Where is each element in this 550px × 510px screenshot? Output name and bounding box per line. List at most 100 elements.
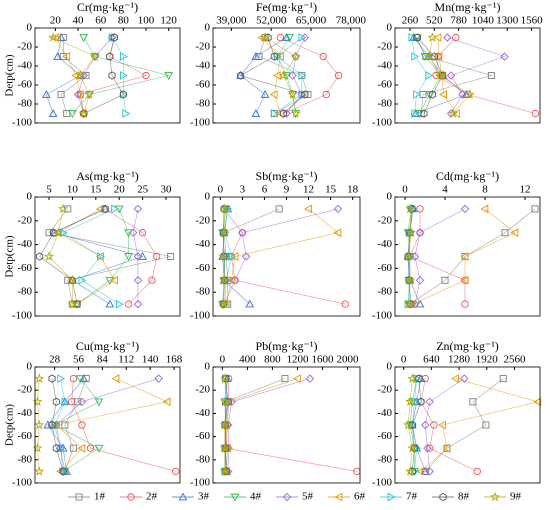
x-tick-label: 400 [239, 354, 256, 366]
marker [417, 397, 425, 406]
x-tick-label: 15 [325, 184, 337, 196]
series-line [223, 208, 339, 305]
marker [269, 90, 278, 99]
marker [438, 420, 446, 430]
series-line [224, 208, 232, 305]
x-tick-label: 4 [442, 184, 448, 196]
series-line [60, 37, 87, 114]
y-tick-label: -80 [377, 453, 392, 465]
series-line [48, 208, 73, 305]
marker [124, 300, 133, 308]
y-tick-label: 0 [205, 22, 211, 34]
marker [57, 443, 66, 453]
y-tick-label: 0 [387, 22, 393, 34]
x-tick-label: 520 [426, 15, 443, 27]
marker [461, 300, 469, 308]
marker [405, 396, 416, 407]
marker [73, 299, 81, 309]
marker [428, 90, 436, 99]
series-line [420, 378, 540, 472]
y-tick-label: -20 [17, 214, 32, 226]
marker [405, 276, 413, 285]
series-line [227, 378, 311, 472]
marker [44, 251, 55, 261]
marker [443, 33, 452, 42]
marker [411, 109, 420, 118]
marker [108, 71, 116, 80]
x-tick-label: 9 [284, 184, 290, 196]
series-line [424, 378, 465, 472]
marker [128, 228, 138, 237]
plot-frame [212, 27, 361, 124]
y-tick-label: -100 [190, 310, 211, 322]
marker [162, 397, 171, 407]
marker [408, 33, 417, 42]
y-tick-label: -80 [195, 98, 210, 110]
marker [219, 373, 230, 383]
marker [75, 493, 83, 501]
marker [61, 421, 69, 429]
y-tick-label: -40 [17, 407, 32, 419]
x-tick-label: 8 [482, 184, 488, 196]
x-tick-label: 1600 [311, 354, 334, 366]
marker [292, 374, 301, 383]
marker [124, 253, 133, 262]
panel-title: Cr(mg·kg⁻¹) [77, 0, 138, 14]
marker [56, 32, 66, 41]
y-axis-label: Detp(cm) [4, 235, 16, 277]
marker [442, 443, 451, 453]
marker [333, 204, 343, 214]
legend-label: 1# [94, 491, 106, 503]
marker [219, 466, 230, 476]
marker [251, 51, 261, 60]
marker [152, 252, 161, 261]
marker [133, 299, 143, 309]
series-line [429, 37, 471, 114]
marker [53, 227, 64, 237]
marker [48, 374, 56, 383]
x-tick-label: 56 [73, 354, 85, 366]
series-line [104, 208, 157, 305]
marker [122, 109, 131, 118]
panel-title: As(mg·kg⁻¹) [76, 169, 139, 183]
marker [452, 33, 460, 42]
legend-label: 6# [354, 491, 366, 503]
marker [415, 228, 425, 237]
marker [425, 397, 434, 407]
marker [218, 227, 230, 237]
marker [109, 275, 118, 285]
marker [415, 276, 425, 285]
marker [43, 420, 53, 429]
y-tick-label: -100 [12, 117, 33, 129]
marker [34, 373, 45, 383]
marker [219, 228, 227, 237]
marker [95, 204, 104, 214]
series-line [409, 208, 536, 305]
marker [407, 442, 418, 453]
marker [425, 71, 434, 80]
x-tick-label: 1200 [286, 354, 309, 366]
series-line [435, 37, 536, 114]
marker [75, 70, 86, 80]
series-line [224, 378, 226, 472]
marker [53, 51, 63, 60]
marker [281, 375, 289, 383]
panel-title: Fe(mg·kg⁻¹) [256, 0, 317, 14]
marker [48, 108, 58, 117]
series-line [412, 378, 422, 472]
y-tick-label: -20 [195, 214, 210, 226]
marker [219, 203, 230, 214]
series-line [62, 208, 120, 305]
marker [57, 374, 66, 383]
marker [533, 397, 542, 407]
marker [452, 109, 461, 118]
marker [405, 227, 417, 237]
marker [164, 72, 174, 81]
x-tick-label: 18 [347, 184, 359, 196]
marker [480, 204, 489, 214]
y-tick-label: 0 [205, 191, 211, 203]
marker [424, 51, 435, 61]
panel-title: Sb(mg·kg⁻¹) [256, 169, 318, 183]
series-line [47, 378, 84, 472]
marker [298, 33, 307, 42]
